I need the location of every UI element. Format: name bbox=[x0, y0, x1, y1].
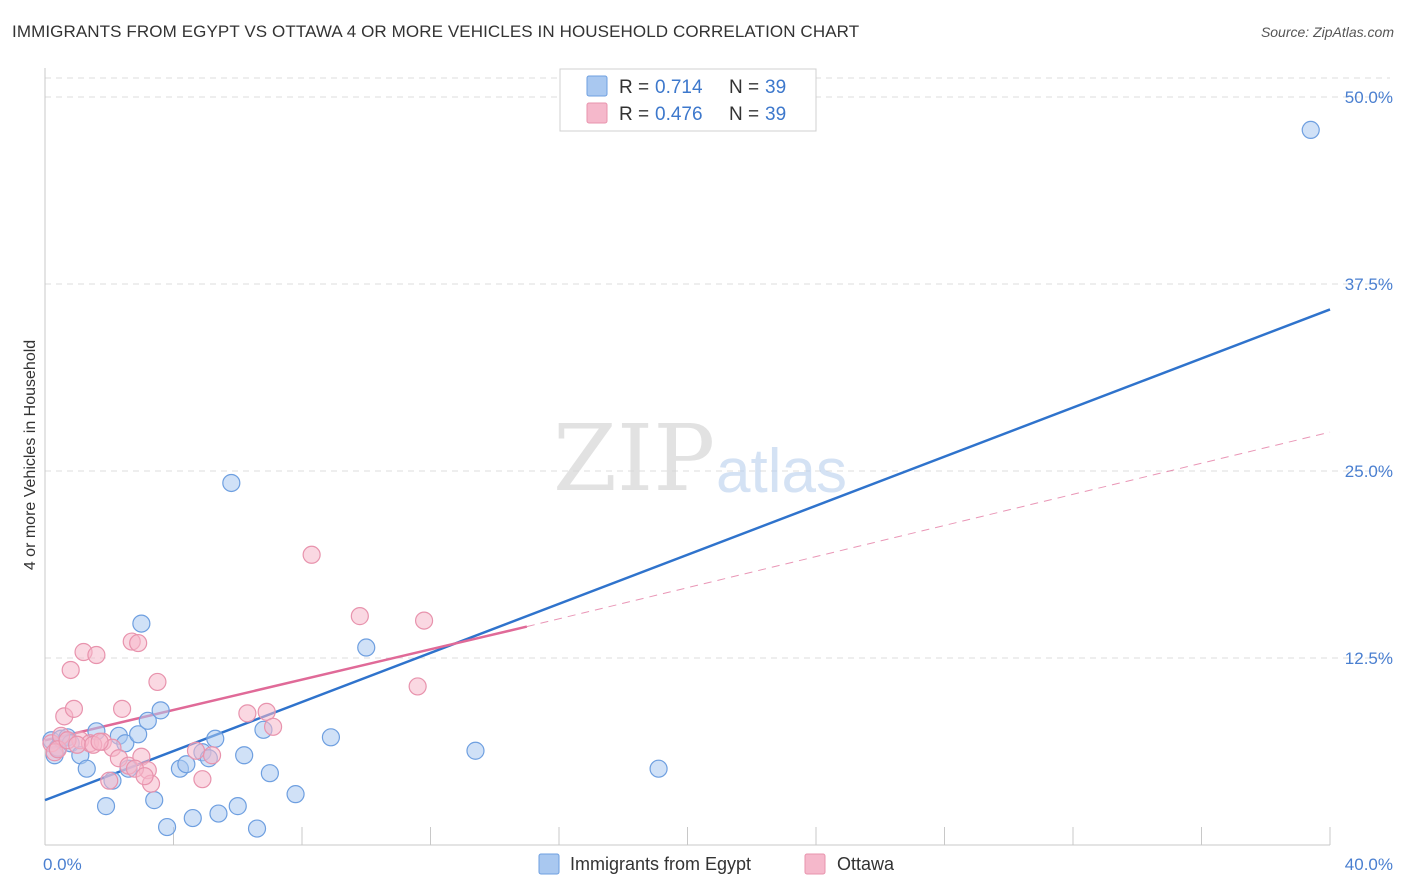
data-point-ottawa bbox=[148, 672, 167, 692]
data-point-egypt bbox=[260, 764, 279, 783]
legend-r-label: R = bbox=[619, 104, 649, 125]
data-point-ottawa bbox=[414, 611, 434, 630]
data-point-ottawa bbox=[112, 699, 132, 718]
x-tick-labels: 0.0% 40.0% bbox=[43, 855, 1393, 874]
data-point-egypt bbox=[132, 614, 151, 633]
legend-swatch-pink bbox=[586, 102, 608, 124]
data-point-ottawa bbox=[257, 702, 276, 721]
top-legend: R = 0.714 N = 39 R = 0.476 N = 39 bbox=[559, 68, 817, 132]
data-points bbox=[42, 120, 1320, 838]
y-tick-label: 37.5% bbox=[1345, 275, 1393, 294]
data-point-ottawa bbox=[238, 704, 257, 723]
legend-n-label: N = bbox=[729, 77, 759, 98]
data-point-ottawa bbox=[90, 732, 109, 751]
data-point-ottawa bbox=[302, 545, 321, 564]
data-point-egypt bbox=[321, 728, 341, 747]
data-point-egypt bbox=[222, 473, 241, 493]
data-point-egypt bbox=[157, 817, 177, 837]
data-point-egypt bbox=[206, 729, 225, 748]
y-tick-labels: 12.5% 25.0% 37.5% 50.0% bbox=[1345, 88, 1393, 668]
legend-n-label: N = bbox=[729, 104, 759, 125]
y-tick-label: 12.5% bbox=[1345, 649, 1393, 668]
trendline-egypt bbox=[44, 308, 1331, 802]
data-point-egypt bbox=[145, 791, 164, 810]
data-point-egypt bbox=[129, 725, 148, 744]
trendlines bbox=[44, 308, 1331, 802]
data-point-ottawa bbox=[87, 645, 106, 665]
data-point-egypt bbox=[151, 701, 170, 720]
data-point-egypt bbox=[228, 797, 247, 816]
bottom-legend-swatch-blue bbox=[538, 853, 560, 875]
data-point-ottawa bbox=[408, 677, 427, 696]
gridlines bbox=[45, 77, 1390, 659]
trendline-ottawa bbox=[44, 625, 528, 742]
data-point-egypt bbox=[177, 755, 196, 774]
data-point-ottawa bbox=[68, 735, 87, 754]
trendline-ottawa bbox=[526, 431, 1331, 628]
bottom-legend-swatch-pink bbox=[804, 853, 826, 875]
data-point-ottawa bbox=[263, 717, 283, 736]
data-point-ottawa bbox=[186, 741, 206, 760]
axes bbox=[44, 68, 1331, 846]
data-point-egypt bbox=[209, 804, 228, 823]
y-axis-title: 4 or more Vehicles in Household bbox=[22, 340, 39, 570]
data-point-egypt bbox=[357, 638, 376, 657]
data-point-egypt bbox=[235, 746, 254, 765]
y-tick-label: 50.0% bbox=[1345, 88, 1393, 107]
data-point-egypt bbox=[96, 797, 116, 816]
bottom-legend-label: Ottawa bbox=[837, 854, 895, 874]
data-point-ottawa bbox=[135, 767, 154, 786]
bottom-legend: Immigrants from Egypt Ottawa bbox=[538, 853, 895, 875]
chart-title: IMMIGRANTS FROM EGYPT VS OTTAWA 4 OR MOR… bbox=[12, 22, 860, 41]
legend-r-value: 0.714 bbox=[655, 77, 703, 98]
legend-n-value: 39 bbox=[765, 77, 786, 98]
watermark-atlas: atlas bbox=[716, 437, 847, 506]
data-point-ottawa bbox=[202, 746, 222, 765]
legend-r-value: 0.476 bbox=[655, 104, 703, 125]
data-point-egypt bbox=[466, 741, 485, 760]
x-tick-label: 0.0% bbox=[43, 855, 82, 874]
data-point-egypt bbox=[286, 785, 305, 804]
bottom-legend-label: Immigrants from Egypt bbox=[570, 854, 751, 874]
data-point-egypt bbox=[138, 711, 157, 730]
data-point-ottawa bbox=[350, 607, 369, 626]
source-credit: Source: ZipAtlas.com bbox=[1260, 24, 1394, 40]
x-tick-label: 40.0% bbox=[1345, 855, 1393, 874]
data-point-ottawa bbox=[193, 770, 212, 789]
data-point-ottawa bbox=[61, 660, 80, 680]
data-point-egypt bbox=[1301, 120, 1320, 140]
legend-r-label: R = bbox=[619, 77, 649, 98]
data-point-egypt bbox=[77, 759, 96, 778]
watermark-zip: ZIP bbox=[553, 405, 715, 512]
watermark: ZIP atlas bbox=[553, 405, 847, 512]
legend-n-value: 39 bbox=[765, 104, 786, 125]
legend-swatch-blue bbox=[586, 75, 608, 97]
data-point-ottawa bbox=[100, 771, 119, 790]
y-tick-label: 25.0% bbox=[1345, 462, 1393, 481]
data-point-ottawa bbox=[129, 633, 148, 653]
data-point-egypt bbox=[247, 819, 267, 838]
data-point-egypt bbox=[183, 808, 202, 828]
data-point-ottawa bbox=[64, 699, 84, 718]
data-point-egypt bbox=[649, 759, 668, 778]
